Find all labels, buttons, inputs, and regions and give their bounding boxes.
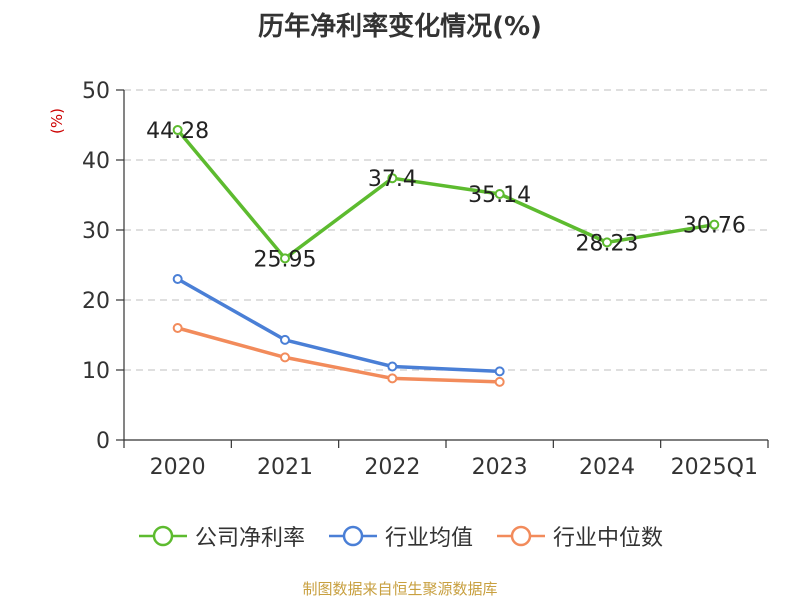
data-label: 28.23 [576, 231, 639, 256]
series-1-point [172, 274, 183, 284]
data-label: 37.4 [368, 167, 417, 192]
data-label: 30.76 [683, 214, 746, 239]
series-0-point [494, 189, 505, 200]
legend: 公司净利率 行业均值 行业中位数 [0, 520, 800, 552]
series-0-point [709, 219, 720, 230]
legend-marker-industry-mean-icon [328, 525, 377, 547]
y-tick-label: 10 [82, 359, 110, 384]
data-label: 25.95 [254, 247, 317, 272]
series-line-1 [175, 277, 502, 374]
legend-marker-company-icon [138, 525, 187, 547]
series-0-point [602, 237, 612, 248]
y-tick-label: 20 [82, 289, 110, 314]
series-line-2 [175, 326, 502, 384]
x-tick-label: 2022 [364, 455, 420, 480]
legend-item-company[interactable]: 公司净利率 [137, 520, 305, 552]
x-tick-label: 2024 [579, 455, 635, 480]
y-tick-label: 30 [82, 219, 110, 244]
data-source-note: 制图数据来自恒生聚源数据库 [302, 580, 498, 598]
series-2-point [280, 352, 290, 363]
series-2-point [172, 323, 183, 333]
legend-item-industry-mean[interactable]: 行业均值 [327, 520, 473, 552]
series-1-point [494, 366, 505, 377]
legend-item-industry-median[interactable]: 行业中位数 [495, 520, 663, 552]
legend-label-company: 公司净利率 [194, 526, 305, 551]
data-label: 44.28 [146, 119, 209, 144]
series-0-point [172, 125, 183, 136]
y-tick-label: 50 [82, 79, 110, 104]
series-2-point [387, 373, 398, 384]
x-tick-label: 2021 [257, 455, 313, 480]
series-1-point [280, 334, 290, 345]
legend-label-industry-mean: 行业均值 [384, 526, 473, 551]
legend-marker-industry-median-icon [497, 525, 545, 547]
chart-title: 历年净利率变化情况(%) [258, 12, 542, 42]
series-1-point [387, 361, 398, 372]
y-tick-label: 0 [96, 429, 110, 454]
legend-label-industry-median: 行业中位数 [553, 526, 664, 551]
series-2-point [494, 376, 505, 387]
series-0-point [280, 253, 290, 264]
x-tick-label: 2025Q1 [671, 455, 758, 480]
y-tick-label: 40 [82, 149, 110, 174]
series-line-0 [175, 128, 717, 261]
x-tick-label: 2023 [472, 455, 528, 480]
series-0-point [387, 173, 398, 184]
x-tick-label: 2020 [150, 455, 206, 480]
data-label: 35.14 [468, 183, 531, 208]
